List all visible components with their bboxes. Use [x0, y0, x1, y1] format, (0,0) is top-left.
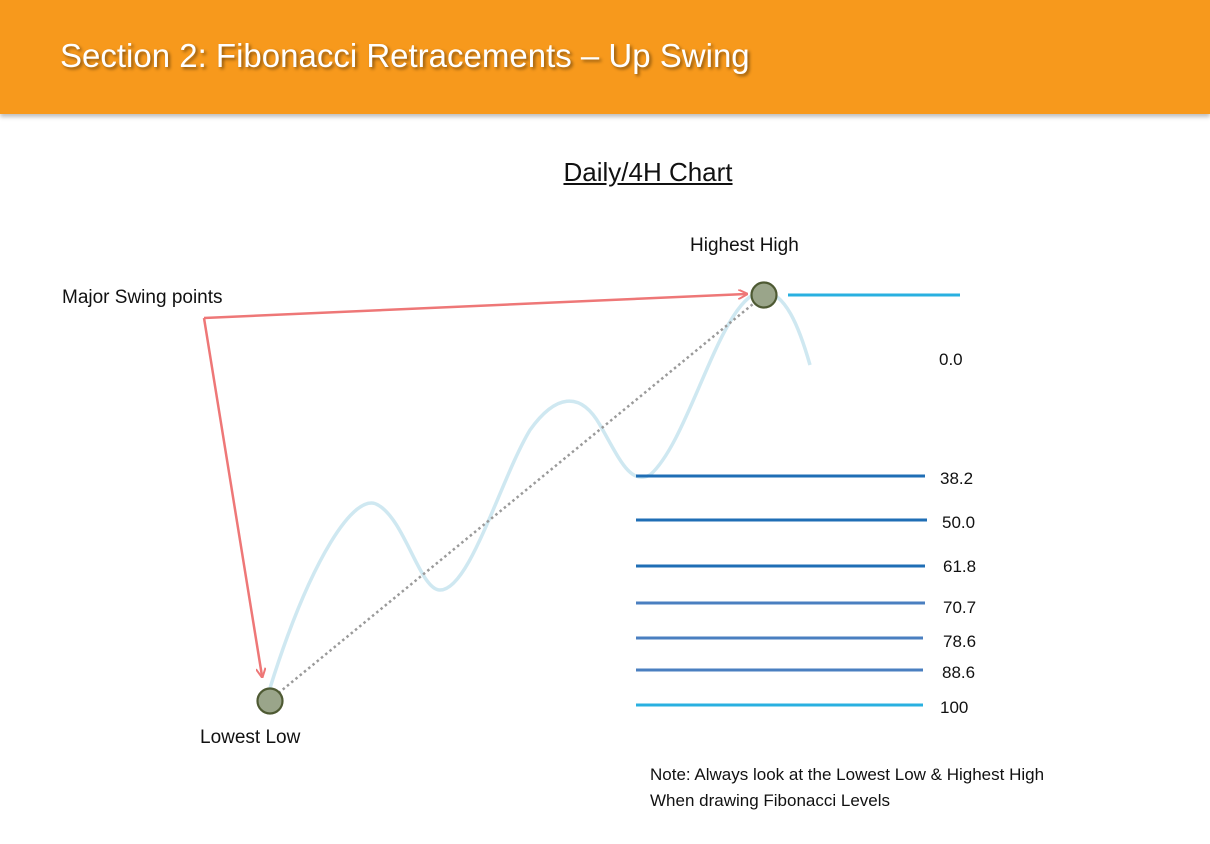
fib-label-0-0: 0.0: [939, 350, 963, 369]
lowest-low-label: Lowest Low: [200, 727, 301, 748]
note-line-1: Note: Always look at the Lowest Low & Hi…: [650, 765, 1045, 784]
swing-dotted-line: [269, 294, 765, 701]
highest-high-point: [750, 281, 778, 309]
note-text: Note: Always look at the Lowest Low & Hi…: [650, 762, 1044, 814]
highest-high-label: Highest High: [690, 235, 799, 256]
fib-level-78-6: [636, 636, 923, 644]
fib-level-0-0: [788, 293, 960, 302]
fib-level-88-6: [636, 668, 923, 676]
fib-label-70-7: 70.7: [943, 598, 977, 617]
major-swing-points-label: Major Swing points: [62, 287, 223, 308]
price-curve: [268, 290, 812, 689]
fib-label-88-6: 88.6: [942, 663, 976, 682]
header-bar: Section 2: Fibonacci Retracements – Up S…: [0, 0, 1210, 114]
fib-label-38-2: 38.2: [940, 469, 974, 488]
fib-label-50-0: 50.0: [942, 513, 976, 532]
chart-subtitle: Daily/4H Chart: [563, 157, 733, 187]
fib-level-50-0: [636, 518, 927, 527]
fib-level-70-7: [636, 601, 925, 609]
fib-level-61-8: [636, 564, 925, 572]
fib-label-100: 100: [940, 698, 969, 717]
header-title: Section 2: Fibonacci Retracements – Up S…: [60, 37, 750, 74]
arrow-to-highest-high: [203, 294, 746, 320]
fib-label-78-6: 78.6: [943, 632, 977, 651]
fib-level-100: [636, 703, 923, 711]
note-line-2: When drawing Fibonacci Levels: [650, 791, 891, 810]
arrow-to-lowest-low: [202, 317, 262, 676]
fib-level-38-2: [636, 474, 925, 483]
lowest-low-point: [256, 687, 284, 715]
fib-label-61-8: 61.8: [943, 557, 977, 576]
